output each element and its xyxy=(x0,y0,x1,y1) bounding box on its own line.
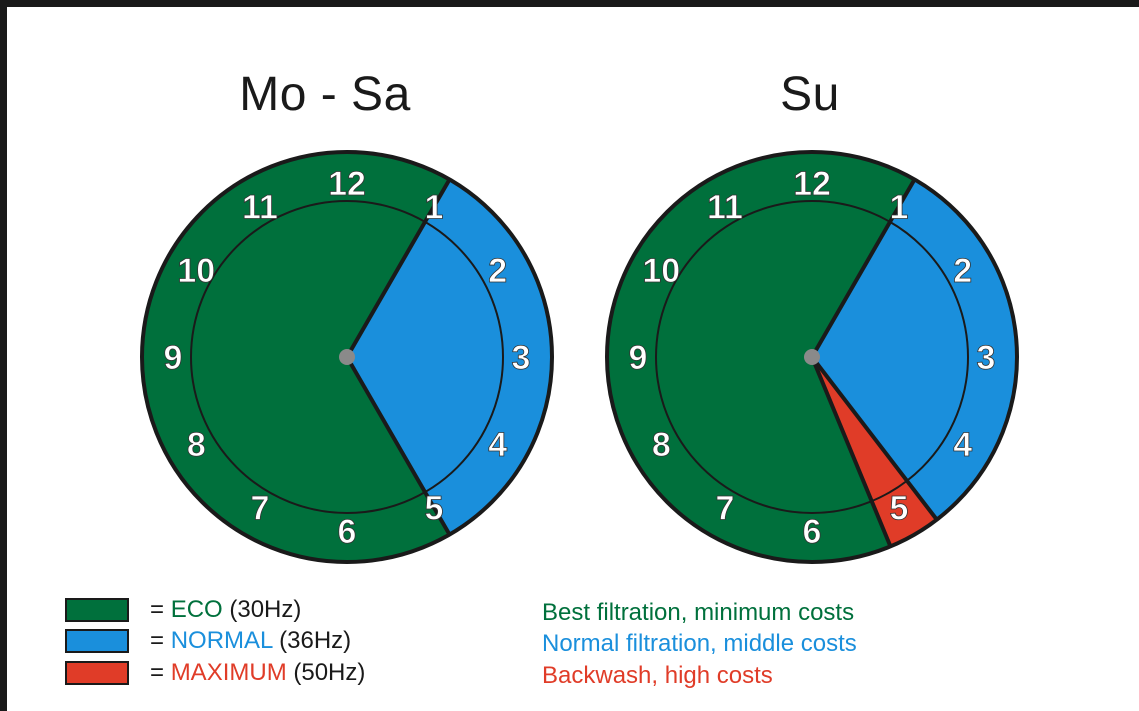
clock-hub xyxy=(339,349,355,365)
legend-eq: = xyxy=(150,596,171,623)
clock-number-1: 1 xyxy=(890,188,909,226)
clock-number-12: 12 xyxy=(328,165,366,203)
legend-label-normal: = NORMAL (36Hz) xyxy=(150,627,351,655)
legend-mode-name: NORMAL xyxy=(170,627,273,654)
clock-number-12: 12 xyxy=(793,165,831,203)
legend-description-maximum: Backwash, high costs xyxy=(542,662,773,689)
legend-frequency: (36Hz) xyxy=(272,627,352,654)
inner-ring xyxy=(655,200,969,514)
legend-label-eco: = ECO (30Hz) xyxy=(150,596,301,624)
legend-mode-name: MAXIMUM xyxy=(170,659,287,686)
legend-frequency: (50Hz) xyxy=(286,659,366,686)
clock-number-4: 4 xyxy=(488,426,507,464)
segment-boundary xyxy=(810,356,893,548)
clock-number-8: 8 xyxy=(187,426,206,464)
legend-swatch-maximum xyxy=(65,661,129,685)
legend-swatch-normal xyxy=(65,629,129,653)
clock-number-4: 4 xyxy=(953,426,972,464)
legend-description-eco: Best filtration, minimum costs xyxy=(542,599,855,626)
legend-label-maximum: = MAXIMUM (50Hz) xyxy=(150,659,365,687)
clock-number-9: 9 xyxy=(629,339,648,377)
inner-ring xyxy=(190,200,504,514)
legend-frequency: (30Hz) xyxy=(222,596,302,623)
clock-number-1: 1 xyxy=(425,188,444,226)
segment-boundary xyxy=(810,355,939,521)
clock-hub xyxy=(804,349,820,365)
clock-number-2: 2 xyxy=(488,252,507,290)
segment-boundary xyxy=(810,178,917,358)
clock-number-9: 9 xyxy=(164,339,183,377)
clock-number-8: 8 xyxy=(652,426,671,464)
legend-eq: = xyxy=(150,627,171,654)
clock-number-5: 5 xyxy=(425,490,444,528)
legend-description-normal: Normal filtration, middle costs xyxy=(542,630,857,657)
clock-number-11: 11 xyxy=(707,188,743,226)
clock-number-6: 6 xyxy=(803,513,822,551)
segment-boundary xyxy=(345,178,452,358)
clock-number-6: 6 xyxy=(338,513,357,551)
clock-number-2: 2 xyxy=(953,252,972,290)
clock-number-11: 11 xyxy=(242,188,278,226)
clock-title-sunday: Su xyxy=(780,68,840,121)
outer-ring xyxy=(140,150,554,564)
clock-number-3: 3 xyxy=(512,339,531,377)
clock-title-weekdays: Mo - Sa xyxy=(239,68,411,121)
outer-ring xyxy=(605,150,1019,564)
segment-boundary xyxy=(345,356,452,536)
clock-number-7: 7 xyxy=(716,490,735,528)
clock-number-5: 5 xyxy=(890,490,909,528)
clock-number-10: 10 xyxy=(642,252,680,290)
legend-eq: = xyxy=(150,659,171,686)
clock-number-7: 7 xyxy=(251,490,270,528)
clock-number-3: 3 xyxy=(977,339,996,377)
legend-mode-name: ECO xyxy=(170,596,223,623)
clock-number-10: 10 xyxy=(177,252,215,290)
legend-swatch-eco xyxy=(65,598,129,622)
